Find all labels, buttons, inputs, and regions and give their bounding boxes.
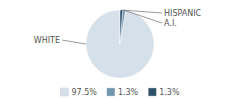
legend-label: 97.5% [71, 88, 97, 97]
pie-slice [120, 10, 123, 44]
annotations: WHITE HISPANICA.I. [34, 9, 202, 45]
legend-item: 97.5% [60, 88, 97, 97]
annotation: WHITE [34, 36, 60, 45]
legend: 97.5% 1.3% 1.3% [60, 88, 179, 97]
annotation: HISPANIC [164, 9, 202, 18]
legend-item: 1.3% [107, 88, 139, 97]
legend-label: 1.3% [118, 88, 139, 97]
chart: WHITE HISPANICA.I. 97.5% 1.3% 1.3% [0, 0, 240, 100]
legend-swatch [107, 88, 115, 96]
pie [86, 10, 154, 78]
pie-slice [86, 10, 154, 78]
leader-line [124, 10, 162, 23]
legend-label: 1.3% [159, 88, 180, 97]
leader-line [62, 40, 86, 44]
legend-item: 1.3% [148, 88, 180, 97]
legend-swatch [60, 88, 68, 96]
pie-slice [120, 10, 126, 44]
legend-swatch [148, 88, 156, 96]
annotation: A.I. [164, 19, 177, 28]
